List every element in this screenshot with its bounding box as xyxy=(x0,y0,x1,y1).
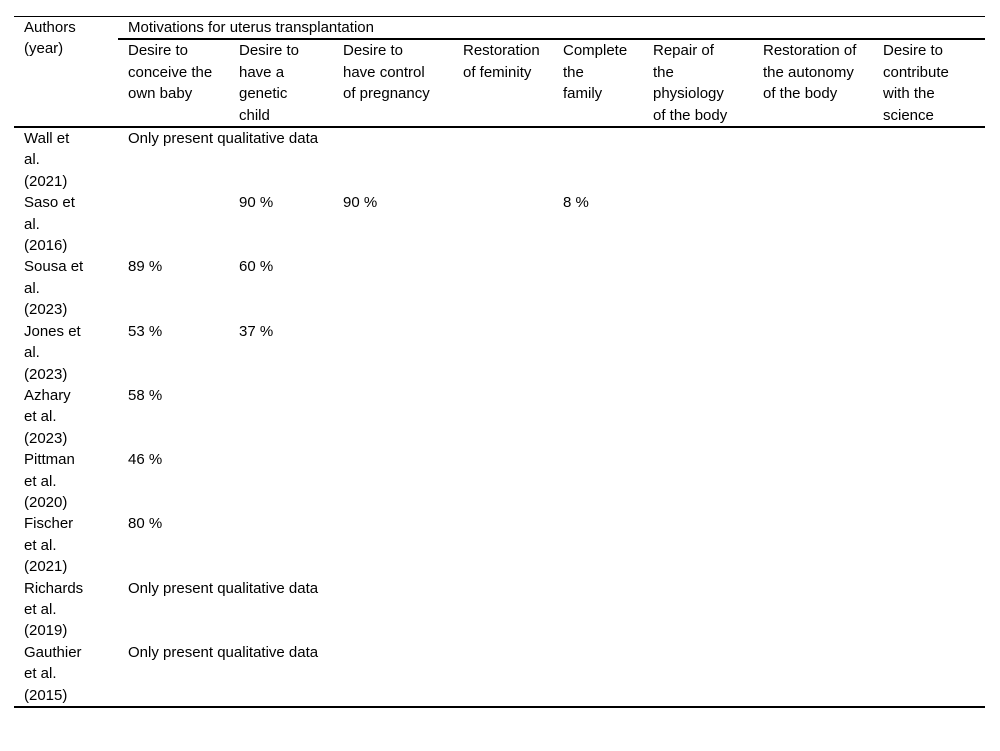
author-cell: Wall et al. (2021) xyxy=(24,130,70,190)
column-header-contribute-science: Desire to contribute with the science xyxy=(873,39,986,129)
value-cell xyxy=(873,449,985,513)
value-cell xyxy=(643,385,753,449)
value-cell xyxy=(643,449,753,513)
value-cell xyxy=(643,192,753,256)
value-cell xyxy=(873,513,985,577)
motivations-table-container: Authors (year) Motivations for uterus tr… xyxy=(14,16,986,708)
value-cell xyxy=(118,192,229,256)
value-cell xyxy=(753,321,873,385)
value-cell xyxy=(333,513,453,577)
value-cell xyxy=(453,321,553,385)
value-cell: 37 % xyxy=(239,322,274,340)
table-row-saso-2016: Saso et al. (2016) 90 % 90 % 8 % xyxy=(14,192,985,256)
value-cell: 8 % xyxy=(563,194,589,212)
value-cell xyxy=(643,321,753,385)
value-cell: 90 % xyxy=(343,194,378,212)
value-cell xyxy=(553,513,643,577)
value-cell: 58 % xyxy=(128,386,163,404)
table-body: Wall et al. (2021) Only present qualitat… xyxy=(14,127,985,707)
value-cell xyxy=(453,513,553,577)
value-cell xyxy=(753,192,873,256)
author-cell: Jones et al. (2023) xyxy=(24,322,81,383)
qualitative-note-cell: Only present qualitative data xyxy=(128,130,319,148)
value-cell xyxy=(753,513,873,577)
value-cell: 89 % xyxy=(128,258,163,276)
author-cell: Fischer et al. (2021) xyxy=(24,515,74,576)
author-cell: Saso et al. (2016) xyxy=(24,194,75,255)
table-row-wall-2021: Wall et al. (2021) Only present qualitat… xyxy=(14,127,985,192)
value-cell: 46 % xyxy=(128,451,163,469)
motivations-table: Authors (year) Motivations for uterus tr… xyxy=(14,16,986,708)
table-row-azhary-2023: Azhary et al. (2023) 58 % xyxy=(14,385,985,449)
value-cell xyxy=(873,192,985,256)
value-cell: 60 % xyxy=(239,258,274,276)
value-cell xyxy=(753,449,873,513)
value-cell xyxy=(553,256,643,320)
value-cell xyxy=(333,256,453,320)
value-cell xyxy=(333,385,453,449)
table-row-pittman-2020: Pittman et al. (2020) 46 % xyxy=(14,449,985,513)
value-cell xyxy=(643,513,753,577)
author-cell: Richards et al. (2019) xyxy=(24,579,84,640)
value-cell xyxy=(553,449,643,513)
table-row-richards-2019: Richards et al. (2019) Only present qual… xyxy=(14,578,985,642)
value-cell xyxy=(333,321,453,385)
value-cell xyxy=(873,321,985,385)
value-cell xyxy=(453,385,553,449)
value-cell xyxy=(553,321,643,385)
value-cell xyxy=(643,256,753,320)
value-cell xyxy=(453,192,553,256)
column-header-conceive-own-baby: Desire to conceive the own baby xyxy=(118,39,229,129)
span-header-row: Authors (year) Motivations for uterus tr… xyxy=(14,16,986,129)
value-cell xyxy=(873,256,985,320)
span-header: Motivations for uterus transplantation xyxy=(118,16,986,41)
value-cell xyxy=(229,385,333,449)
author-cell: Sousa et al. (2023) xyxy=(24,258,84,319)
authors-column-header: Authors (year) xyxy=(14,16,118,129)
value-cell xyxy=(333,449,453,513)
column-header-control-of-pregnancy: Desire to have control of pregnancy xyxy=(333,39,453,129)
value-cell xyxy=(453,256,553,320)
author-cell: Gauthier et al. (2015) xyxy=(24,643,82,704)
value-cell: 90 % xyxy=(239,194,274,212)
value-cell xyxy=(553,385,643,449)
value-cell xyxy=(229,449,333,513)
author-cell: Pittman et al. (2020) xyxy=(24,451,75,511)
column-header-genetic-child: Desire to have a genetic child xyxy=(229,39,333,129)
table-header: Authors (year) Motivations for uterus tr… xyxy=(14,16,986,129)
table-row-sousa-2023: Sousa et al. (2023) 89 % 60 % xyxy=(14,256,985,320)
column-header-repair-physiology: Repair of the physiology of the body xyxy=(643,39,753,129)
value-cell xyxy=(873,385,985,449)
qualitative-note-cell: Only present qualitative data xyxy=(128,643,319,661)
value-cell: 80 % xyxy=(128,515,163,533)
column-header-restoration-feminity: Restoration of feminity xyxy=(453,39,553,129)
column-header-autonomy-of-body: Restoration of the autonomy of the body xyxy=(753,39,873,129)
table-row-jones-2023: Jones et al. (2023) 53 % 37 % xyxy=(14,321,985,385)
qualitative-note-cell: Only present qualitative data xyxy=(128,579,319,597)
column-header-row: Desire to conceive the own baby Desire t… xyxy=(14,39,986,129)
author-cell: Azhary et al. (2023) xyxy=(24,386,71,447)
table-row-gauthier-2015: Gauthier et al. (2015) Only present qual… xyxy=(14,642,985,707)
value-cell xyxy=(229,513,333,577)
column-header-complete-family: Complete the family xyxy=(553,39,643,129)
value-cell xyxy=(453,449,553,513)
value-cell xyxy=(753,256,873,320)
value-cell: 53 % xyxy=(128,322,163,340)
value-cell xyxy=(753,385,873,449)
table-row-fischer-2021: Fischer et al. (2021) 80 % xyxy=(14,513,985,577)
